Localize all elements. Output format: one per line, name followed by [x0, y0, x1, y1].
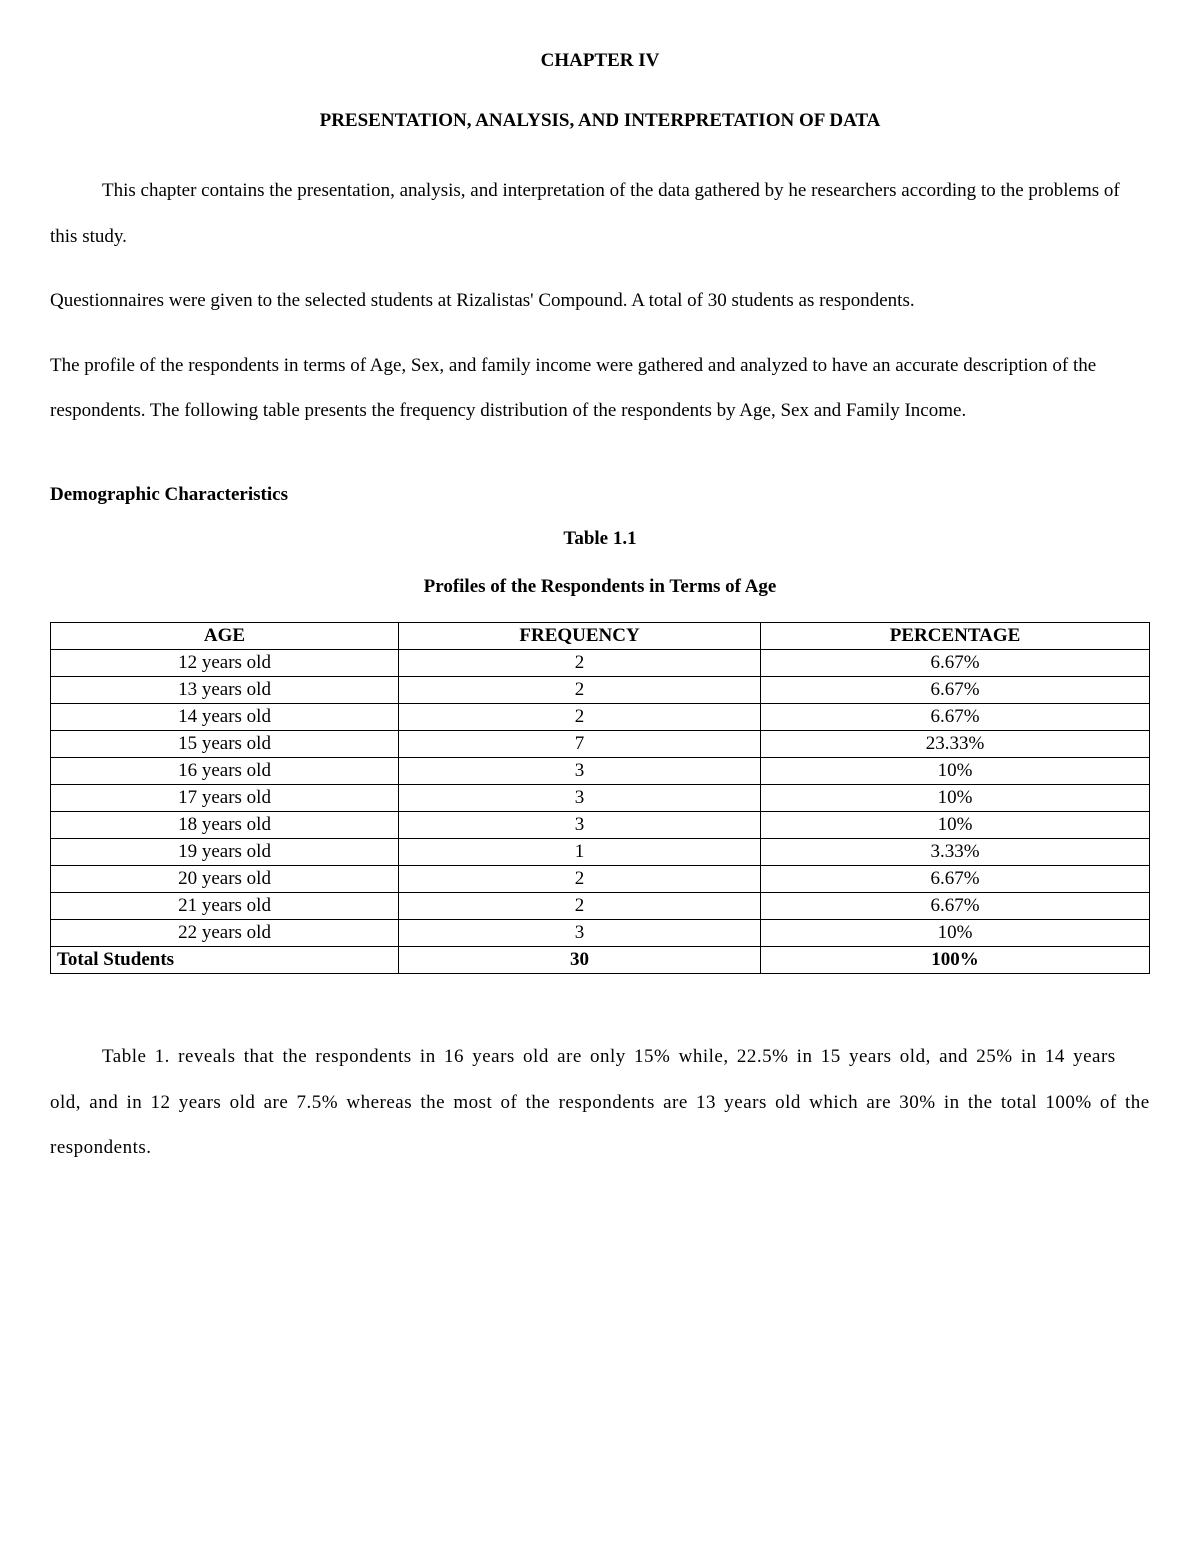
table-row: 19 years old 1 3.33% [51, 838, 1150, 865]
cell-frequency: 2 [399, 649, 761, 676]
table-row: 22 years old 3 10% [51, 919, 1150, 946]
cell-age: 14 years old [51, 703, 399, 730]
table-body: 12 years old 2 6.67% 13 years old 2 6.67… [51, 649, 1150, 973]
cell-frequency: 2 [399, 892, 761, 919]
cell-age: 16 years old [51, 757, 399, 784]
cell-age: 21 years old [51, 892, 399, 919]
table-row: 17 years old 3 10% [51, 784, 1150, 811]
table-row: 20 years old 2 6.67% [51, 865, 1150, 892]
table-row: 18 years old 3 10% [51, 811, 1150, 838]
col-age: AGE [51, 622, 399, 649]
table-row: 21 years old 2 6.67% [51, 892, 1150, 919]
table-row: 15 years old 7 23.33% [51, 730, 1150, 757]
cell-frequency: 3 [399, 784, 761, 811]
cell-percentage: 6.67% [761, 865, 1150, 892]
total-percentage: 100% [761, 946, 1150, 973]
section-heading: Demographic Characteristics [50, 484, 1150, 506]
cell-age: 17 years old [51, 784, 399, 811]
cell-age: 12 years old [51, 649, 399, 676]
col-percentage: PERCENTAGE [761, 622, 1150, 649]
cell-frequency: 3 [399, 757, 761, 784]
cell-percentage: 10% [761, 811, 1150, 838]
total-label: Total Students [51, 946, 399, 973]
cell-age: 19 years old [51, 838, 399, 865]
cell-percentage: 23.33% [761, 730, 1150, 757]
analysis-paragraph: Table 1. reveals that the respondents in… [50, 1034, 1150, 1171]
cell-age: 13 years old [51, 676, 399, 703]
cell-age: 18 years old [51, 811, 399, 838]
cell-frequency: 2 [399, 865, 761, 892]
cell-percentage: 3.33% [761, 838, 1150, 865]
table-row: 12 years old 2 6.67% [51, 649, 1150, 676]
cell-frequency: 2 [399, 676, 761, 703]
cell-percentage: 10% [761, 784, 1150, 811]
col-frequency: FREQUENCY [399, 622, 761, 649]
age-table: AGE FREQUENCY PERCENTAGE 12 years old 2 … [50, 622, 1150, 974]
cell-age: 20 years old [51, 865, 399, 892]
cell-percentage: 6.67% [761, 649, 1150, 676]
cell-frequency: 3 [399, 919, 761, 946]
cell-frequency: 3 [399, 811, 761, 838]
cell-percentage: 10% [761, 919, 1150, 946]
table-title: Profiles of the Respondents in Terms of … [50, 576, 1150, 598]
cell-percentage: 6.67% [761, 676, 1150, 703]
cell-percentage: 6.67% [761, 892, 1150, 919]
cell-frequency: 7 [399, 730, 761, 757]
intro-paragraph-2: Questionnaires were given to the selecte… [50, 278, 1150, 324]
table-row: 13 years old 2 6.67% [51, 676, 1150, 703]
table-label: Table 1.1 [50, 528, 1150, 550]
cell-frequency: 1 [399, 838, 761, 865]
table-header-row: AGE FREQUENCY PERCENTAGE [51, 622, 1150, 649]
chapter-title: PRESENTATION, ANALYSIS, AND INTERPRETATI… [50, 110, 1150, 132]
table-row: 14 years old 2 6.67% [51, 703, 1150, 730]
cell-age: 15 years old [51, 730, 399, 757]
cell-frequency: 2 [399, 703, 761, 730]
table-row: 16 years old 3 10% [51, 757, 1150, 784]
intro-paragraph-1: This chapter contains the presentation, … [50, 168, 1150, 259]
table-total-row: Total Students 30 100% [51, 946, 1150, 973]
cell-percentage: 10% [761, 757, 1150, 784]
chapter-label: CHAPTER IV [50, 50, 1150, 72]
cell-percentage: 6.67% [761, 703, 1150, 730]
total-frequency: 30 [399, 946, 761, 973]
cell-age: 22 years old [51, 919, 399, 946]
intro-paragraph-3: The profile of the respondents in terms … [50, 343, 1150, 434]
